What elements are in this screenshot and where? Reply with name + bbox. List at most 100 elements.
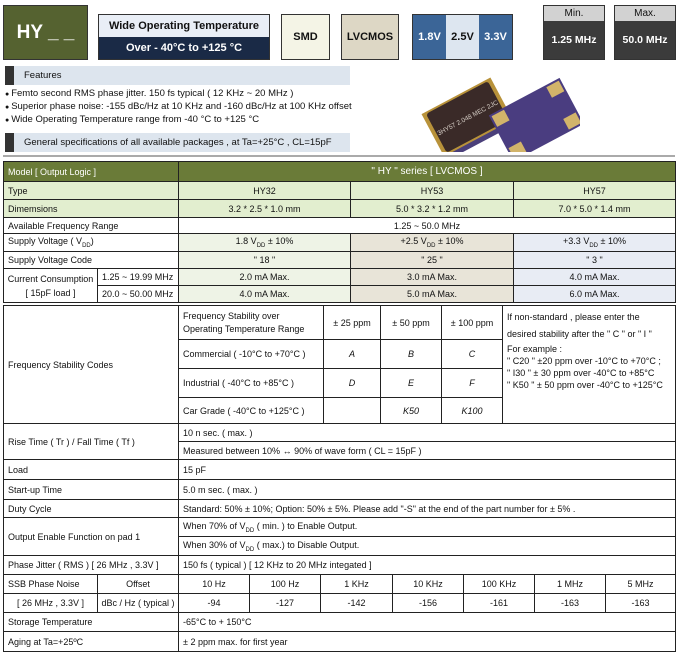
min-frequency-badge: Min. 1.25 MHz <box>543 5 605 60</box>
divider <box>3 155 675 157</box>
storage-temp-label: Storage Temperature <box>3 612 179 632</box>
offset-value: 100 KHz <box>463 574 535 594</box>
ppm-header: ± 25 ppm <box>323 305 381 340</box>
current-range: 1.25 ~ 19.99 MHz <box>97 268 179 286</box>
stability-label: Frequency Stability Codes <box>3 305 179 424</box>
max-label: Max. <box>615 6 675 21</box>
noise-value: -94 <box>178 593 250 613</box>
voltage-2-5: 2.5V <box>446 15 479 59</box>
temperature-title: Wide Operating Temperature <box>99 15 269 37</box>
min-label: Min. <box>544 6 604 21</box>
noise-value: -163 <box>534 593 606 613</box>
product-photo: 3HY57 2.048 MEC 2JC <box>421 77 580 152</box>
stability-code <box>323 397 381 424</box>
stability-table: Frequency Stability Codes Frequency Stabi… <box>3 305 676 424</box>
supply-voltage-label: Supply Voltage ( VDD) <box>3 233 179 252</box>
min-value: 1.25 MHz <box>544 21 604 59</box>
logic-badge: LVCMOS <box>341 14 399 60</box>
stability-code: B <box>380 339 442 369</box>
phase-jitter-value: 150 fs ( typical ) [ 12 KHz to 20 MHz in… <box>178 555 676 575</box>
stability-code: E <box>380 368 442 398</box>
noise-value: -156 <box>392 593 464 613</box>
max-frequency-badge: Max. 50.0 MHz <box>614 5 676 60</box>
aging-value: ± 2 ppm max. for first year <box>178 631 676 652</box>
rise-time-note: Measured between 10% ↔ 90% of wave form … <box>178 441 676 460</box>
phase-jitter-label: Phase Jitter ( RMS ) [ 26 MHz , 3.3V ] <box>3 555 179 575</box>
current-value: 4.0 mA Max. <box>178 285 351 303</box>
stability-code: K100 <box>441 397 503 424</box>
load-label: Load <box>3 459 179 480</box>
aging-label: Aging at Ta=+25ºC <box>3 631 179 652</box>
offset-value: 100 Hz <box>249 574 321 594</box>
temperature-range: Over - 40°C to +125 °C <box>99 37 269 59</box>
offset-value: 1 MHz <box>534 574 606 594</box>
type-value: HY32 <box>178 181 351 200</box>
stability-code: C <box>441 339 503 369</box>
unit-label: dBc / Hz ( typical ) <box>97 593 179 613</box>
noise-value: -163 <box>605 593 676 613</box>
current-range: 20.0 ~ 50.00 MHz <box>97 285 179 303</box>
load-value: 15 pF <box>178 459 676 480</box>
offset-label: Offset <box>97 574 179 594</box>
offset-value: 10 Hz <box>178 574 250 594</box>
stability-header: Frequency Stability over Operating Tempe… <box>178 305 324 340</box>
spec-table: Model [ Output Logic ] " HY " series [ LV… <box>3 161 677 303</box>
current-value: 3.0 mA Max. <box>350 268 514 286</box>
current-value: 2.0 mA Max. <box>178 268 351 286</box>
dimension-value: 3.2 * 2.5 * 1.0 mm <box>178 199 351 218</box>
feature-item: Superior phase noise: -155 dBc/Hz at 10 … <box>5 101 351 112</box>
voltage-code: " 18 " <box>178 251 351 269</box>
misc-spec-table: Rise Time ( Tr ) / Fall Time ( Tf ) 10 n … <box>3 423 676 652</box>
ppm-header: ± 100 ppm <box>441 305 503 340</box>
supply-voltage-value: 1.8 VDD ± 10% <box>178 233 351 252</box>
dimension-value: 7.0 * 5.0 * 1.4 mm <box>512 199 677 218</box>
output-enable-label: Output Enable Function on pad 1 <box>3 517 179 556</box>
voltage-code-label: Supply Voltage Code <box>3 251 179 269</box>
current-value: 6.0 mA Max. <box>512 285 677 303</box>
series-header: " HY " series [ LVCMOS ] <box>177 161 677 182</box>
feature-item: Femto second RMS phase jitter. 150 fs ty… <box>5 88 293 99</box>
type-value: HY53 <box>350 181 514 200</box>
dimensions-label: Dimemsions <box>3 199 179 218</box>
rise-time-value: 10 n sec. ( max. ) <box>178 423 676 442</box>
voltage-1-8: 1.8V <box>413 15 446 59</box>
storage-temp-value: -65°C to + 150°C <box>178 612 676 632</box>
type-value: HY57 <box>512 181 677 200</box>
voltage-code: " 25 " <box>350 251 514 269</box>
package-badge: SMD <box>281 14 330 60</box>
current-value: 4.0 mA Max. <box>512 268 677 286</box>
grade-name: Car Grade ( -40°C to +125°C ) <box>178 397 324 424</box>
current-consumption-label: Current Consumption[ 15pF load ] <box>3 268 98 303</box>
stability-code: F <box>441 368 503 398</box>
stability-code: K50 <box>380 397 442 424</box>
ssb-label: SSB Phase Noise <box>3 574 98 594</box>
voltage-3-3: 3.3V <box>479 15 512 59</box>
type-label: Type <box>3 181 179 200</box>
stability-note: If non-standard , please enter the desire… <box>502 305 676 424</box>
offset-value: 1 KHz <box>320 574 393 594</box>
stability-code: A <box>323 339 381 369</box>
offset-value: 5 MHz <box>605 574 676 594</box>
model-badge: HY _ _ <box>3 5 88 60</box>
general-spec-heading: General specifications of all available … <box>5 133 350 152</box>
model-header: Model [ Output Logic ] <box>3 161 179 182</box>
offset-value: 10 KHz <box>392 574 464 594</box>
features-heading: Features <box>5 66 350 85</box>
grade-name: Industrial ( -40°C to +85°C ) <box>178 368 324 398</box>
grade-name: Commercial ( -10°C to +70°C ) <box>178 339 324 369</box>
temperature-badge: Wide Operating Temperature Over - 40°C t… <box>98 14 270 60</box>
frequency-range-value: 1.25 ~ 50.0 MHz <box>177 217 677 234</box>
output-enable-value: When 70% of VDD ( min. ) to Enable Outpu… <box>178 517 676 537</box>
stability-code: D <box>323 368 381 398</box>
voltage-badges: 1.8V 2.5V 3.3V <box>412 14 513 60</box>
output-disable-value: When 30% of VDD ( max.) to Disable Outpu… <box>178 536 676 556</box>
ssb-condition: [ 26 MHz , 3.3V ] <box>3 593 98 613</box>
ppm-header: ± 50 ppm <box>380 305 442 340</box>
supply-voltage-value: +2.5 VDD ± 10% <box>350 233 514 252</box>
duty-cycle-label: Duty Cycle <box>3 499 179 518</box>
feature-item: Wide Operating Temperature range from -4… <box>5 114 259 125</box>
voltage-code: " 3 " <box>512 251 677 269</box>
current-value: 5.0 mA Max. <box>350 285 514 303</box>
rise-time-label: Rise Time ( Tr ) / Fall Time ( Tf ) <box>3 423 179 460</box>
supply-voltage-value: +3.3 VDD ± 10% <box>512 233 677 252</box>
